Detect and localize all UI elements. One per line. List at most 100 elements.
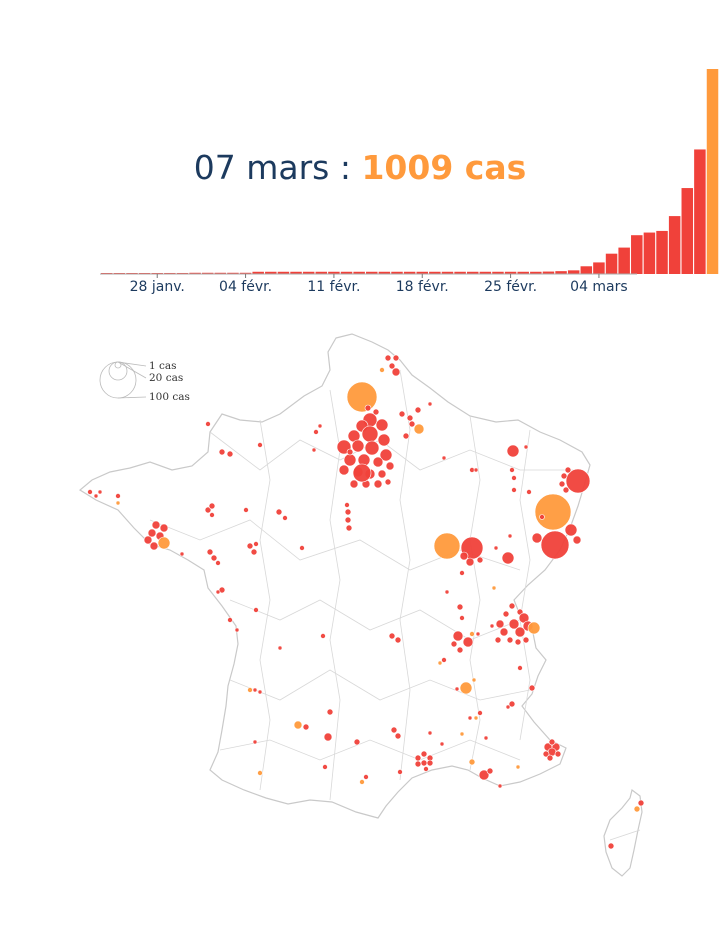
case-circle [607,842,615,850]
case-circle [115,493,121,499]
bar [214,272,227,274]
case-circle [558,480,566,488]
case-circle [206,548,214,556]
case-circle [483,735,489,741]
case-circle [257,689,263,695]
bar [239,272,252,274]
case-circle [149,541,159,551]
case-circle [486,767,494,775]
bar [580,266,593,274]
case-circle [462,636,474,648]
case-circle [426,759,434,767]
case-circle [204,506,212,514]
case-circle [414,760,422,768]
case-circle [379,448,393,462]
case-circle [560,472,568,480]
x-tick-label: 18 févr. [396,279,449,295]
case-circle [384,478,392,486]
department-borders [149,369,641,841]
size-legend [99,361,147,399]
bar [530,271,542,274]
bar [391,271,403,274]
x-tick-label: 04 mars [570,279,628,295]
case-circle [499,627,509,637]
case-circle [540,530,570,560]
case-circle [506,636,514,644]
corsica-shape [603,788,643,877]
case-circle [477,710,483,716]
case-circle [459,681,473,695]
case-circle [352,463,372,483]
bar [466,271,479,274]
case-circle [388,632,396,640]
bar [403,271,416,274]
case-circle [473,715,479,721]
case-circle [372,408,380,416]
case-circle [427,401,433,407]
border-line [399,369,411,781]
case-circle [208,502,216,510]
case-circle [379,367,385,373]
case-circle [377,433,391,447]
case-circle [344,508,352,516]
case-circle [494,636,502,644]
case-circle [364,440,380,456]
bar [201,272,214,274]
case-circle [413,423,425,435]
case-circle [508,700,516,708]
case-circle [345,524,353,532]
case-circle [475,631,481,637]
bar [618,247,630,274]
case-circle [467,715,473,721]
case-circle [508,602,516,610]
case-circle [528,684,536,692]
case-circle [456,603,464,611]
case-circle [97,489,103,495]
case-circle [439,741,445,747]
bar [593,262,605,274]
case-circle [469,631,475,637]
case-circle [343,453,357,467]
case-circle [359,779,365,785]
case-circle [115,500,121,506]
bar [378,271,391,274]
case-circle [247,687,253,693]
legend-leader [117,396,147,399]
bar [454,271,466,274]
case-circle [385,461,395,471]
headline-count: 1009 cas [361,148,527,187]
case-circle [420,759,428,767]
case-circle [633,805,641,813]
case-circle [159,523,169,533]
border-line [229,669,531,701]
case-circle [311,447,317,453]
bar [328,271,340,274]
case-circle [209,512,215,518]
case-circle [564,466,572,474]
x-tick-label: 11 févr. [307,279,360,295]
legend-label-100: 100 cas [149,391,190,403]
case-circle [215,589,221,595]
case-circle [349,479,359,489]
bar [643,232,656,274]
case-circle [493,545,499,551]
case-circle [517,665,523,671]
case-circle [299,545,305,551]
case-circle [514,638,522,646]
bar [681,188,694,274]
mainland-france-shape [78,333,591,819]
case-circle [489,623,495,629]
case-circle [391,367,401,377]
case-circle [313,429,319,435]
bar [555,271,567,274]
case-circle [282,515,288,521]
case-circle [478,769,490,781]
legend-leader [117,361,147,367]
case-circle [227,617,233,623]
cases-bar-chart: 28 janv. 04 févr. 11 févr. 18 févr. 25 févr.… [100,68,719,295]
case-circle [372,456,384,468]
case-circle [338,464,350,476]
case-circle [459,570,465,576]
case-circle [377,469,387,479]
legend-label-1: 1 cas [149,360,177,372]
